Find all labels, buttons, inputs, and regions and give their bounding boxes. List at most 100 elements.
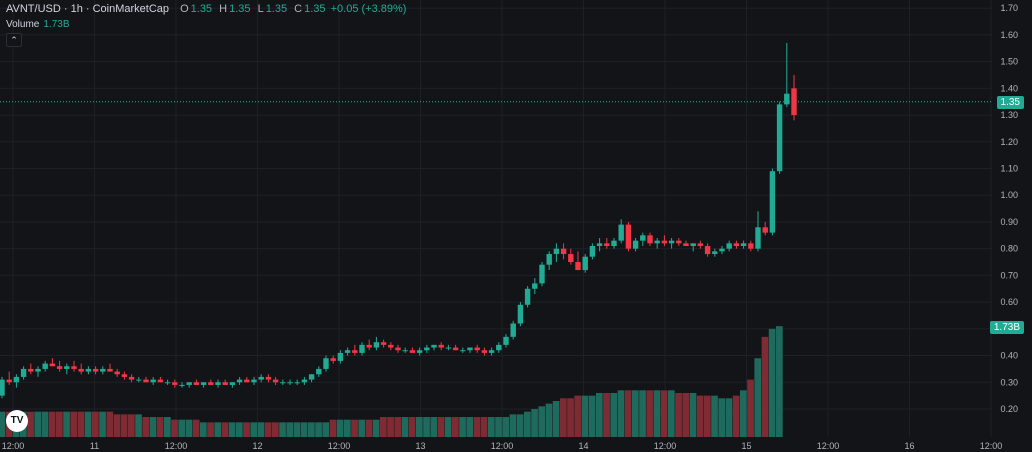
- y-tick-label: 0.80: [1000, 244, 1018, 254]
- volume-bar: [696, 395, 704, 437]
- candle-body: [56, 366, 63, 369]
- candle-body: [258, 376, 264, 380]
- candle-body: [164, 382, 171, 384]
- volume-bar: [56, 411, 63, 437]
- candle-body: [640, 235, 646, 241]
- volume-bar: [192, 419, 200, 437]
- volume-bar: [380, 417, 387, 437]
- volume-bar: [531, 409, 538, 437]
- y-tick-label: 0.40: [1000, 351, 1018, 361]
- candle-body: [452, 347, 459, 351]
- candle-body: [193, 382, 200, 385]
- candle-body: [172, 382, 178, 385]
- x-tick-label: 13: [415, 441, 425, 451]
- volume-bar: [279, 422, 286, 437]
- candle-body: [668, 240, 675, 244]
- y-tick-label: 1.50: [1000, 57, 1018, 67]
- volume-bar: [488, 417, 495, 437]
- candle-body: [107, 368, 113, 372]
- candle-body: [510, 323, 516, 337]
- tradingview-logo-icon[interactable]: TV: [6, 410, 28, 432]
- volume-bar: [286, 422, 294, 437]
- x-tick-label: 12:00: [328, 441, 351, 451]
- volume-bar: [142, 417, 150, 437]
- candle-body: [49, 363, 56, 367]
- volume-bar: [639, 390, 646, 437]
- x-tick-label: 12:00: [2, 441, 25, 451]
- candle-body: [625, 224, 632, 249]
- candle-body: [222, 382, 228, 385]
- volume-bar: [646, 390, 654, 437]
- volume-bar: [538, 406, 546, 437]
- grid-lines: [0, 0, 992, 437]
- volume-bar: [732, 395, 740, 437]
- open-value: 1.35: [190, 3, 213, 15]
- volume-bar: [236, 422, 243, 437]
- candle-body: [460, 350, 466, 352]
- volume-bar: [128, 414, 135, 437]
- y-tick-label: 1.00: [1000, 190, 1018, 200]
- candle-body: [236, 379, 243, 383]
- candle-body: [308, 374, 315, 380]
- candle-body: [697, 243, 704, 247]
- volume-bar: [207, 422, 214, 437]
- candle-body: [733, 243, 740, 247]
- volume-bar: [668, 390, 675, 437]
- high-value: 1.35: [229, 3, 251, 15]
- candle-body: [64, 366, 70, 369]
- volume-bar: [106, 411, 114, 437]
- volume-bar: [610, 392, 618, 437]
- candle-body: [791, 88, 797, 116]
- candle-body: [157, 379, 164, 383]
- candle-body: [402, 350, 408, 352]
- price-axis[interactable]: 1.70 1.60 1.50 1.40 1.30 1.20 1.10 1.00 0.90 0.80…: [1000, 3, 1018, 414]
- volume-bar: [293, 422, 301, 437]
- x-tick-label: 12:00: [654, 441, 677, 451]
- time-axis[interactable]: 12:00 11 12:00 12 12:00 13 12:00 14 12:00 15 12:00…: [2, 441, 1003, 451]
- candle-body: [200, 382, 207, 385]
- candle-body: [582, 256, 588, 271]
- volume-bar: [113, 414, 121, 437]
- candle-body: [467, 347, 473, 351]
- price-candles: [0, 42, 797, 399]
- volume-bar: [358, 419, 366, 437]
- candle-body: [611, 240, 617, 247]
- volume-legend: Volume 1.73B: [6, 19, 70, 30]
- candle-body: [575, 262, 581, 271]
- x-tick-label: 14: [578, 441, 588, 451]
- candle-body: [748, 243, 754, 249]
- volume-bar: [221, 422, 229, 437]
- volume-bar: [92, 411, 99, 437]
- chevron-up-icon[interactable]: ⌃: [6, 33, 22, 47]
- x-tick-label: 12:00: [491, 441, 514, 451]
- volume-bar: [336, 419, 344, 437]
- open-label: O: [180, 3, 189, 15]
- x-tick-label: 15: [741, 441, 751, 451]
- candle-body: [596, 243, 603, 247]
- candle-body: [632, 240, 639, 249]
- volume-bar: [164, 417, 171, 437]
- candle-body: [445, 347, 452, 349]
- candle-body: [229, 382, 236, 385]
- candle-body: [78, 368, 84, 372]
- volume-bar: [711, 395, 718, 437]
- candle-body: [20, 368, 27, 377]
- candle-body: [150, 379, 156, 383]
- candle-body: [755, 227, 761, 249]
- candle-body: [560, 248, 567, 255]
- x-tick-label: 12:00: [165, 441, 188, 451]
- candle-body: [337, 352, 344, 361]
- candle-body: [244, 379, 250, 383]
- volume-bar: [617, 390, 625, 437]
- symbol-title[interactable]: AVNT/USD · 1h · CoinMarketCap: [6, 3, 170, 15]
- volume-bar: [0, 411, 6, 437]
- volume-bar: [682, 392, 690, 437]
- candle-body: [488, 350, 495, 353]
- candle-body: [589, 246, 596, 257]
- volume-bar: [423, 417, 430, 437]
- volume-bar: [387, 417, 394, 437]
- volume-bar: [603, 392, 610, 437]
- volume-bar: [675, 392, 682, 437]
- candle-body: [301, 379, 308, 383]
